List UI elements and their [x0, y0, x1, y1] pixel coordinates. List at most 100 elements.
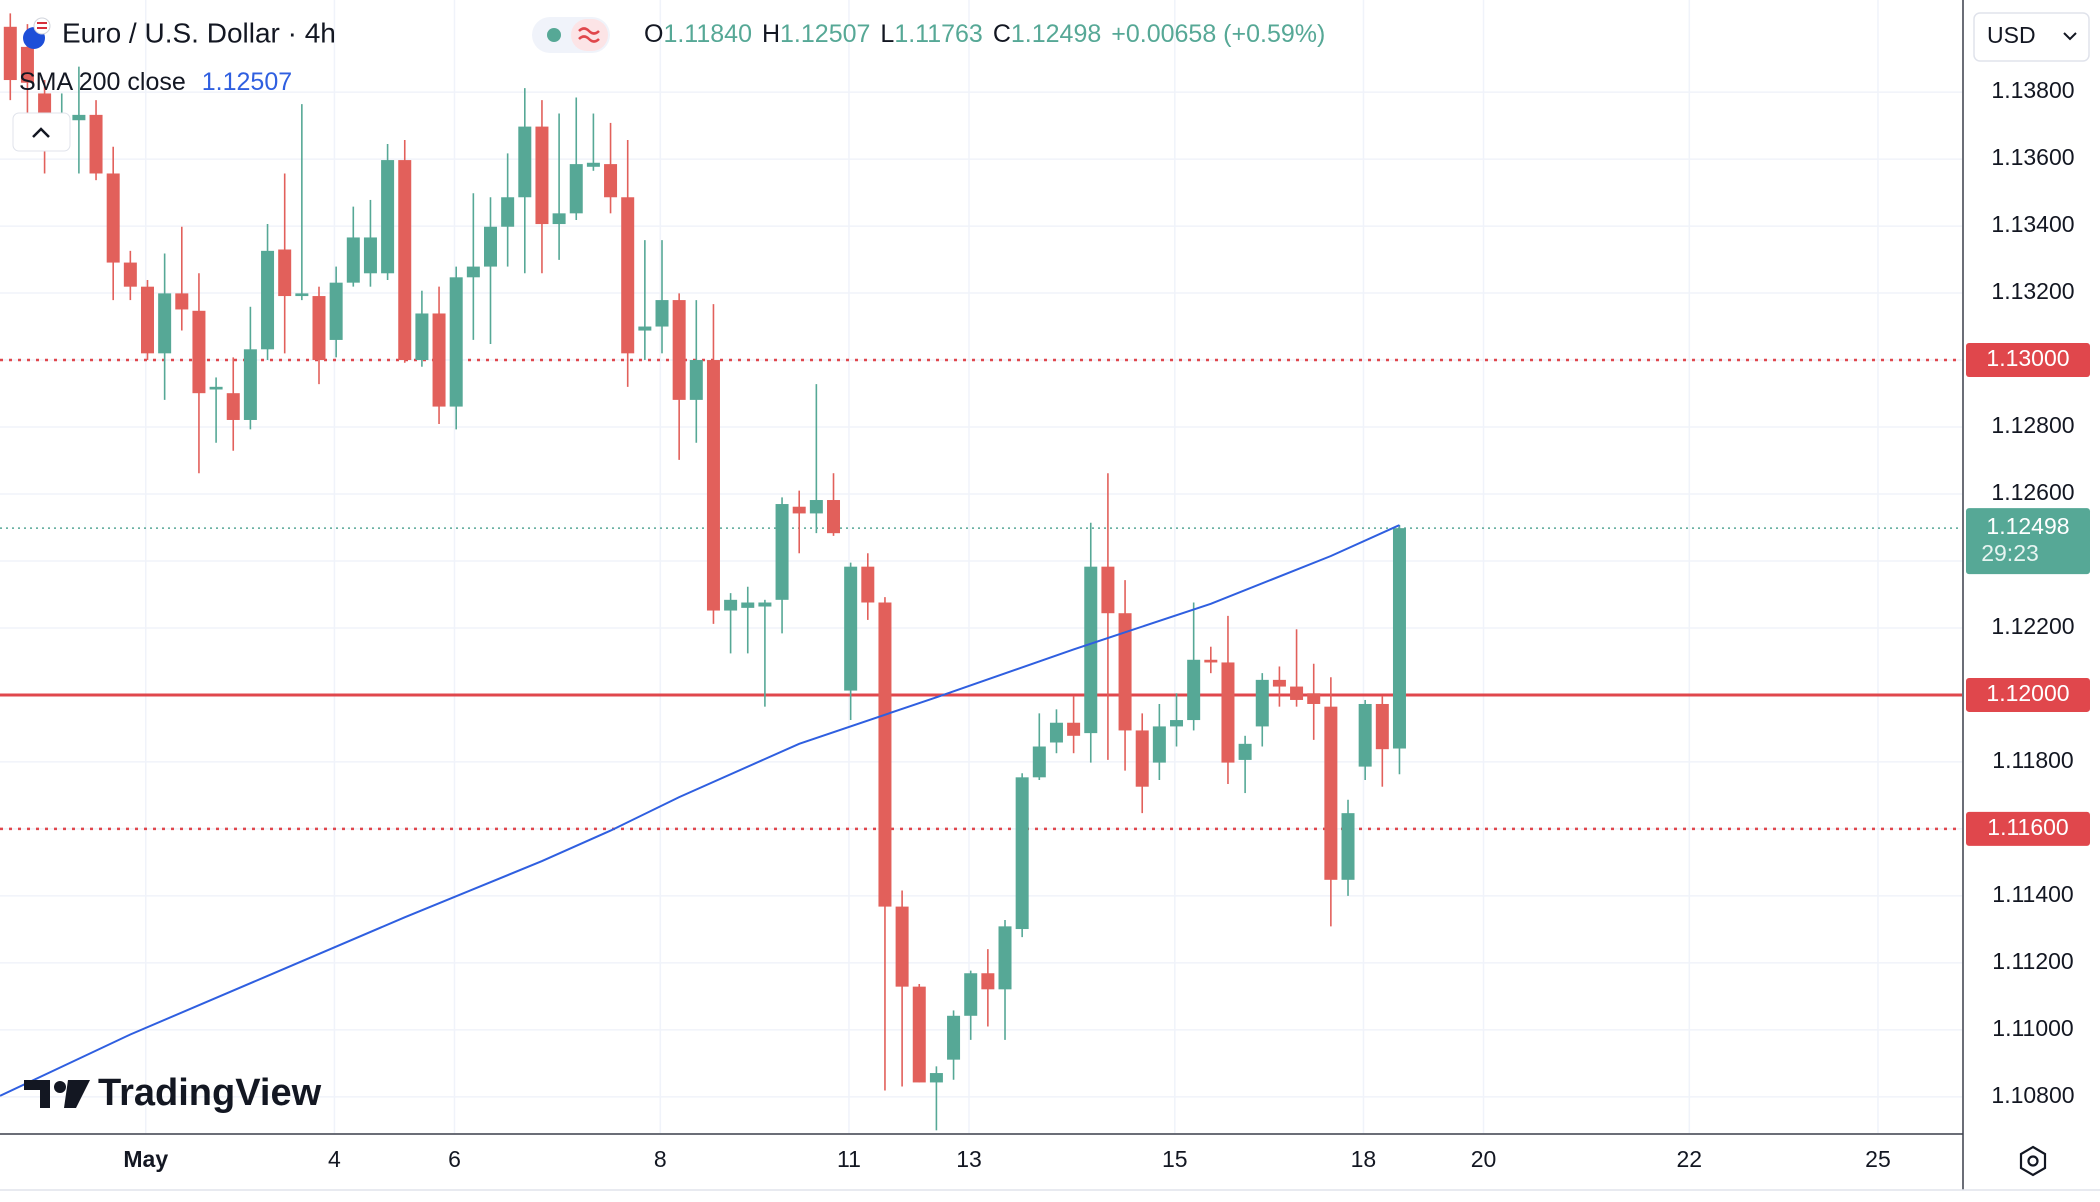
candle-body	[809, 500, 823, 514]
logo-dot	[54, 1081, 66, 1093]
symbol-title: Euro / U.S. Dollar · 4h	[62, 17, 336, 48]
candle-body	[1032, 746, 1046, 778]
candle-body	[1135, 730, 1149, 787]
watermark-text: TradingView	[98, 1072, 322, 1114]
y-tick-label: 1.12200	[1991, 613, 2074, 639]
candle-body	[1118, 613, 1132, 731]
settings-icon-center	[2027, 1155, 2039, 1167]
level-badge	[1966, 811, 2090, 846]
candle-body	[295, 293, 309, 297]
ohlc-key: H	[762, 20, 780, 48]
candle-body	[878, 602, 892, 907]
candle-body	[1101, 566, 1115, 614]
flag-us-stripe	[37, 27, 47, 29]
candle-body	[1307, 693, 1321, 704]
level-badge	[1966, 677, 2090, 712]
candle-body	[792, 506, 806, 514]
currency-label: USD	[1987, 22, 2036, 48]
candle-body	[706, 360, 720, 611]
x-tick-label: 6	[448, 1146, 461, 1172]
candle-body	[569, 164, 583, 214]
sma-name: SMA 200 close	[19, 68, 186, 96]
logo-seven	[24, 1080, 50, 1108]
candle-body	[381, 160, 395, 274]
y-tick-label: 1.11200	[1992, 948, 2073, 974]
x-tick-label: 4	[328, 1146, 341, 1172]
watermark: TradingView	[24, 1072, 322, 1114]
x-tick-label: 13	[956, 1146, 982, 1172]
candle-body	[1084, 566, 1098, 734]
x-tick-label: 25	[1865, 1146, 1891, 1172]
candle-body	[844, 566, 858, 691]
candle-body	[861, 566, 875, 603]
candle-body	[1375, 703, 1389, 750]
candle-body	[586, 162, 600, 167]
candle-body	[449, 277, 463, 407]
candle-body	[3, 26, 17, 81]
level-label: 1.12000	[1986, 680, 2069, 706]
candle-body	[346, 237, 360, 283]
y-tick-label: 1.13800	[1991, 77, 2074, 103]
collapse-button[interactable]	[12, 112, 71, 152]
candle-body	[981, 973, 995, 990]
y-tick-label: 1.13200	[1991, 278, 2074, 304]
candle-body	[827, 500, 841, 534]
logo-slash	[64, 1080, 90, 1108]
candle-body	[261, 250, 275, 350]
candle-body	[1324, 706, 1338, 880]
candle-body	[1392, 528, 1406, 749]
ohlc-value: 1.12498	[1011, 20, 1101, 48]
x-tick-label: 18	[1351, 1146, 1377, 1172]
ohlc-values: O1.11840 H1.12507 L1.11763 C1.12498 +0.00658…	[644, 20, 1325, 48]
candle-body	[724, 599, 738, 611]
ohlc-key: C	[993, 20, 1011, 48]
candle-body	[123, 262, 137, 287]
y-tick-label: 1.10800	[1991, 1082, 2074, 1108]
y-tick-label: 1.11000	[1992, 1015, 2073, 1041]
candle-body	[501, 197, 515, 227]
candle-body	[226, 393, 240, 420]
candle-body	[552, 213, 566, 225]
candle-body	[140, 286, 154, 354]
candle-body	[1272, 679, 1286, 687]
ohlc-value: 1.12507	[780, 20, 870, 48]
settings-icon[interactable]	[2019, 1145, 2047, 1177]
sma-value: 1.12507	[202, 68, 292, 96]
delay-icon	[578, 27, 600, 43]
currency-select[interactable]	[1973, 12, 2090, 62]
candle-body	[278, 249, 292, 297]
candle-body	[466, 266, 480, 278]
x-tick-label: 22	[1677, 1146, 1703, 1172]
candle-body	[741, 602, 755, 608]
y-tick-label: 1.13400	[1991, 211, 2074, 237]
candle-body	[329, 282, 343, 340]
candle-body	[1221, 662, 1235, 763]
candle-body	[243, 349, 257, 420]
y-tick-label: 1.13600	[1991, 144, 2074, 170]
candle-body	[415, 313, 429, 361]
candle-body	[1015, 777, 1029, 930]
candle-body	[432, 313, 446, 407]
legend: Euro / U.S. Dollar · 4h O1.11840 H1.12507…	[12, 17, 1325, 152]
x-tick-label: 15	[1162, 1146, 1188, 1172]
grid	[0, 0, 1962, 1133]
candle-body	[518, 126, 532, 198]
candle-body	[604, 164, 618, 198]
ohlc-key: O	[644, 20, 663, 48]
candle-body	[689, 360, 703, 400]
candle-body	[106, 173, 120, 263]
x-tick-label: 8	[654, 1146, 667, 1172]
dropdown-icon	[2063, 32, 2077, 41]
candle-body	[175, 293, 189, 310]
level-label: 1.13000	[1986, 345, 2069, 371]
sma-line	[0, 524, 1400, 1097]
candle-body	[89, 114, 103, 174]
collapse-icon	[32, 127, 50, 138]
candle-body	[363, 237, 377, 274]
candle-body	[947, 1015, 961, 1060]
candle-body	[1238, 743, 1252, 760]
candle-body	[1290, 686, 1304, 700]
